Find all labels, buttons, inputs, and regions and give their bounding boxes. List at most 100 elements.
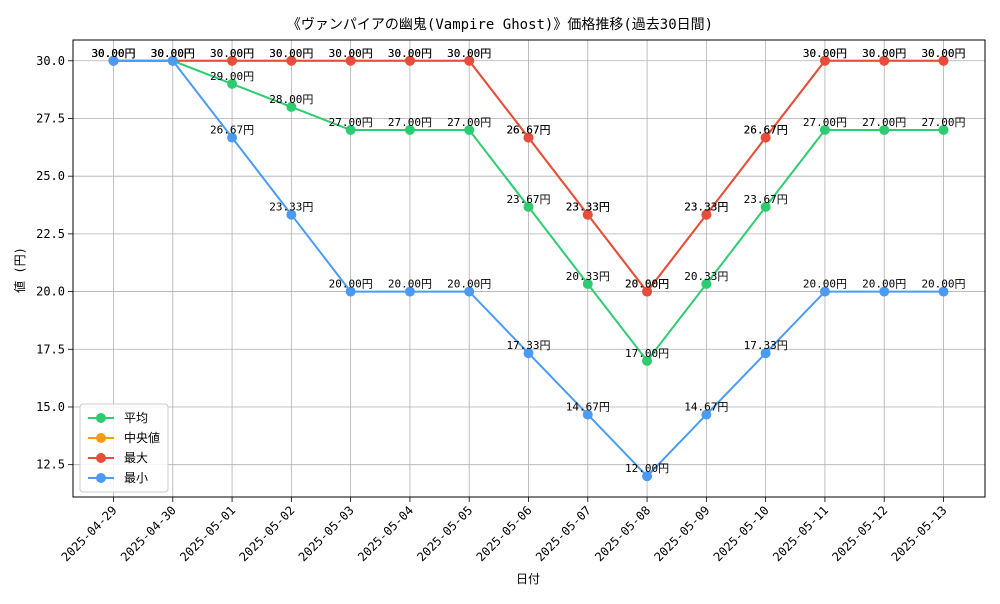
- data-label: 30.00円: [862, 47, 906, 60]
- data-label: 12.00円: [625, 462, 669, 475]
- data-label: 26.67円: [210, 124, 254, 137]
- data-label: 23.33円: [269, 201, 313, 214]
- data-point: [760, 348, 771, 359]
- data-label: 30.00円: [921, 47, 965, 60]
- data-label: 26.67円: [506, 124, 550, 137]
- data-point: [167, 55, 178, 66]
- data-point: [760, 132, 771, 143]
- x-axis-label: 日付: [516, 572, 540, 586]
- data-label: 30.00円: [151, 47, 195, 60]
- data-label: 20.00円: [625, 278, 669, 291]
- data-label: 28.00円: [269, 93, 313, 106]
- data-point: [701, 409, 712, 420]
- data-label: 30.00円: [803, 47, 847, 60]
- legend-marker: [96, 473, 106, 483]
- data-label: 30.00円: [803, 47, 847, 60]
- data-label: 30.00円: [269, 47, 313, 60]
- data-label: 20.00円: [329, 278, 373, 291]
- data-label: 30.00円: [447, 47, 491, 60]
- data-point: [464, 55, 475, 66]
- y-tick-label: 15.0: [36, 400, 65, 414]
- data-label: 30.00円: [447, 47, 491, 60]
- data-point: [108, 55, 119, 66]
- data-label: 23.33円: [566, 201, 610, 214]
- data-label: 23.33円: [684, 201, 728, 214]
- data-point: [404, 55, 415, 66]
- data-point: [582, 278, 593, 289]
- legend-label: 最大: [124, 451, 148, 465]
- legend-marker: [96, 453, 106, 463]
- data-label: 14.67円: [566, 401, 610, 414]
- data-label: 30.00円: [862, 47, 906, 60]
- data-point: [227, 55, 238, 66]
- data-label: 20.33円: [566, 270, 610, 283]
- data-label: 30.00円: [91, 47, 135, 60]
- data-label: 27.00円: [862, 116, 906, 129]
- data-label: 23.67円: [744, 193, 788, 206]
- data-label: 30.00円: [151, 47, 195, 60]
- data-point: [938, 286, 949, 297]
- data-point: [345, 55, 356, 66]
- data-labels-layer: 30.00円 30.00円 29.00円 28.00円 27.00円 27.00円 27.0…: [91, 47, 965, 475]
- data-label: 30.00円: [388, 47, 432, 60]
- data-label: 27.00円: [921, 116, 965, 129]
- data-point: [227, 132, 238, 143]
- data-point: [819, 286, 830, 297]
- data-point: [938, 125, 949, 136]
- chart-title: 《ヴァンパイアの幽鬼(Vampire Ghost)》価格推移(過去30日間): [287, 16, 713, 33]
- data-point: [879, 286, 890, 297]
- data-label: 23.33円: [566, 201, 610, 214]
- data-label: 17.33円: [506, 339, 550, 352]
- data-label: 30.00円: [91, 47, 135, 60]
- data-label: 30.00円: [210, 47, 254, 60]
- data-point: [345, 125, 356, 136]
- data-label: 26.67円: [506, 124, 550, 137]
- data-point: [819, 125, 830, 136]
- y-tick-label: 20.0: [36, 285, 65, 299]
- data-label: 30.00円: [329, 47, 373, 60]
- data-label: 30.00円: [151, 47, 195, 60]
- data-point: [404, 286, 415, 297]
- data-point: [879, 125, 890, 136]
- data-point: [582, 409, 593, 420]
- y-tick-label: 25.0: [36, 169, 65, 183]
- data-label: 30.00円: [921, 47, 965, 60]
- legend-label: 最小: [124, 471, 148, 485]
- data-label: 29.00円: [210, 70, 254, 83]
- data-label: 26.67円: [744, 124, 788, 137]
- data-point: [582, 209, 593, 220]
- data-point: [642, 286, 653, 297]
- data-point: [404, 125, 415, 136]
- plot-frame: [72, 39, 986, 498]
- data-label: 30.00円: [151, 47, 195, 60]
- legend-box: [79, 403, 169, 493]
- data-label: 14.67円: [684, 401, 728, 414]
- data-point: [760, 201, 771, 212]
- series-layer: [108, 55, 949, 482]
- data-point: [523, 132, 534, 143]
- data-point: [523, 201, 534, 212]
- data-label: 23.67円: [506, 193, 550, 206]
- data-label: 20.00円: [921, 278, 965, 291]
- y-tick-label: 27.5: [36, 111, 65, 125]
- y-tick-label: 30.0: [36, 54, 65, 68]
- y-tick-label: 17.5: [36, 342, 65, 356]
- data-point: [345, 286, 356, 297]
- data-label: 20.00円: [388, 278, 432, 291]
- y-axis-label: 値 (円): [12, 247, 27, 293]
- legend-label: 平均: [124, 411, 148, 425]
- legend-label: 中央値: [124, 430, 160, 445]
- data-point: [701, 278, 712, 289]
- data-label: 20.00円: [447, 278, 491, 291]
- data-label: 17.33円: [744, 339, 788, 352]
- data-point: [701, 209, 712, 220]
- data-point: [642, 355, 653, 366]
- y-tick-label: 12.5: [36, 458, 65, 472]
- data-point: [642, 471, 653, 482]
- y-tick-label: 22.5: [36, 227, 65, 241]
- data-label: 27.00円: [803, 116, 847, 129]
- data-label: 23.33円: [684, 201, 728, 214]
